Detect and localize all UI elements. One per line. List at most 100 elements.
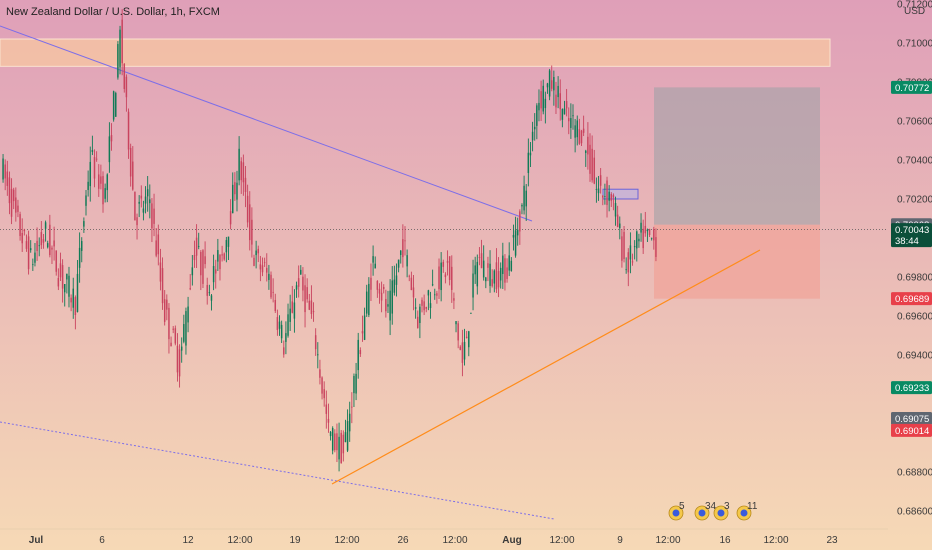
candle <box>357 332 359 379</box>
candle-body <box>644 225 647 234</box>
candle <box>582 115 585 137</box>
price-tick-label: 0.70600 <box>897 116 932 127</box>
candle-body <box>563 108 566 115</box>
candle <box>253 254 255 267</box>
candle <box>61 259 64 303</box>
candle <box>191 255 194 286</box>
candle-body <box>49 224 51 256</box>
candle <box>261 257 264 277</box>
time-tick-label: 6 <box>99 535 105 546</box>
candle <box>336 423 338 463</box>
candle-body <box>134 191 136 221</box>
candle-body <box>70 297 72 303</box>
candle-body <box>127 111 130 150</box>
candle <box>246 184 249 228</box>
candle-body <box>476 261 479 287</box>
candle-body <box>81 241 83 251</box>
candle <box>217 238 219 272</box>
candle <box>348 401 351 442</box>
target-zone <box>654 87 820 225</box>
candle <box>121 9 123 76</box>
candle <box>280 320 283 344</box>
order-block <box>602 188 639 200</box>
candle-body <box>63 284 66 293</box>
currency-label[interactable]: USD <box>904 6 925 17</box>
candle-body <box>285 333 287 342</box>
candle-body <box>238 148 240 181</box>
candle-body <box>200 252 202 276</box>
symbol-title[interactable]: New Zealand Dollar / U.S. Dollar, 1h, FX… <box>6 6 220 18</box>
candle <box>125 74 128 112</box>
candle <box>63 283 66 307</box>
candle <box>308 293 311 311</box>
candle-body <box>648 229 651 235</box>
candle-body <box>351 406 353 408</box>
candle <box>627 248 630 287</box>
candle-body <box>72 288 74 308</box>
candle-body <box>542 85 544 112</box>
candle <box>589 133 591 182</box>
price-tag-countdown: 38:44 <box>895 236 919 247</box>
candle <box>587 122 589 170</box>
candle <box>550 65 553 92</box>
price-tick-label: 0.70200 <box>897 194 932 205</box>
price-tag-box <box>891 223 932 248</box>
candle <box>653 226 655 250</box>
price-tag-label: 0.70772 <box>895 83 929 94</box>
candle <box>334 429 336 453</box>
time-tick-label: 12:00 <box>227 535 252 546</box>
candle-body <box>640 222 642 233</box>
candle-body <box>263 262 266 264</box>
time-axis[interactable]: Jul 6 12 12:00 19 12:00 26 12:00 Aug 12:00 9 12:00 1… <box>0 528 888 546</box>
candle-body <box>274 299 277 312</box>
candle <box>108 122 111 173</box>
candle-body <box>210 295 213 301</box>
candle-body <box>578 129 581 144</box>
candle <box>636 230 638 262</box>
candle-body <box>225 240 228 253</box>
candle <box>23 228 26 236</box>
candle <box>536 103 538 140</box>
candle-body <box>553 77 555 91</box>
price-tick-label: 0.68800 <box>897 468 932 479</box>
price-axis[interactable]: 0.712000.710000.708000.706000.704000.702… <box>891 0 932 518</box>
candle <box>616 205 619 228</box>
candle-body <box>155 240 157 256</box>
candle <box>465 330 468 339</box>
candle <box>300 265 302 275</box>
price-tag: 0.69014 <box>891 423 932 437</box>
candle-body <box>334 433 336 451</box>
candle-body <box>157 234 160 255</box>
candle-body <box>602 195 604 198</box>
event-count: 11 <box>747 501 758 512</box>
event-flag-icon-center <box>740 509 748 517</box>
candle-body <box>568 118 570 122</box>
candle <box>302 267 304 302</box>
candle-body <box>365 291 368 314</box>
candle <box>200 250 202 291</box>
candle-body <box>463 341 466 360</box>
candle-body <box>653 229 655 241</box>
candle-body <box>395 275 398 285</box>
candle-body <box>502 255 504 275</box>
candle-body <box>83 221 85 227</box>
candle <box>499 262 502 289</box>
candle <box>172 325 174 334</box>
candle-body <box>591 148 593 181</box>
candle <box>633 240 636 260</box>
candle <box>293 289 296 333</box>
candle <box>34 243 36 267</box>
candle-body <box>499 267 502 281</box>
candle-body <box>44 222 47 229</box>
candle-body <box>46 243 49 248</box>
candle <box>66 273 68 294</box>
candle-body <box>308 300 311 310</box>
candle <box>312 302 315 322</box>
candle-body <box>55 250 57 272</box>
economic-event-flag: 11 <box>736 501 758 521</box>
events-layer[interactable]: 5 34 3 11 <box>668 501 758 521</box>
candle <box>436 290 438 304</box>
candle <box>149 184 151 219</box>
candle <box>470 312 472 314</box>
